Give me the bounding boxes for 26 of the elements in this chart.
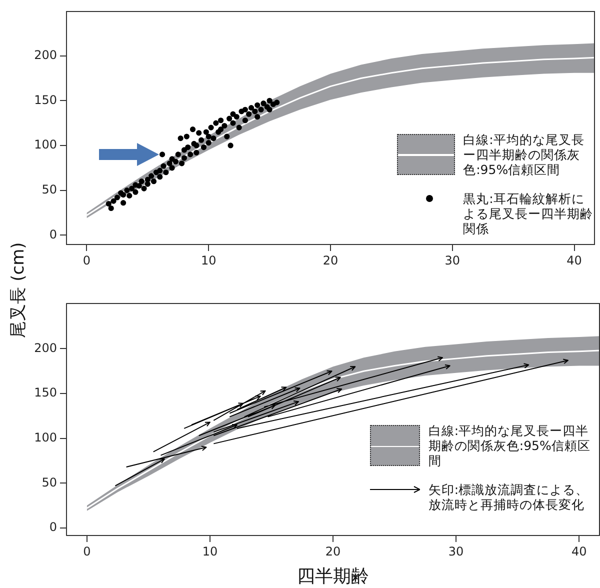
legend-label: 黒丸:耳石輪紋解析による尾叉長ー四半期齢関係 bbox=[463, 190, 594, 236]
x-tick-label: 40 bbox=[566, 253, 582, 268]
legend-label: 矢印:標識放流調査による、放流時と再捕時の体長変化 bbox=[428, 482, 590, 512]
y-tick-label: 50 bbox=[42, 475, 57, 490]
x-tick-label: 10 bbox=[202, 544, 218, 558]
y-tick-label: 200 bbox=[34, 48, 57, 62]
y-tick-label: 150 bbox=[34, 386, 57, 400]
y-tick-label: 0 bbox=[49, 227, 57, 242]
y-tick-label: 0 bbox=[49, 520, 57, 534]
legend-label: 白線:平均的な尾叉長ー四半期齢の関係灰色:95%信頼区間 bbox=[428, 423, 592, 468]
legend-label: 白線:平均的な尾叉長ー四半期齢の関係灰色:95%信頼区間 bbox=[463, 132, 586, 177]
x-tick-label: 40 bbox=[571, 544, 587, 558]
x-tick-label: 0 bbox=[82, 253, 91, 268]
x-tick-label: 30 bbox=[448, 544, 464, 558]
x-tick-label: 30 bbox=[444, 253, 460, 268]
y-axis-title: 尾叉長 (cm) bbox=[8, 242, 30, 338]
y-tick-label: 50 bbox=[42, 182, 57, 196]
y-tick-label: 100 bbox=[34, 430, 57, 444]
x-tick-label: 0 bbox=[83, 544, 91, 558]
y-tick-label: 100 bbox=[34, 138, 57, 152]
y-tick-label: 150 bbox=[34, 92, 57, 107]
x-tick-label: 20 bbox=[325, 544, 341, 558]
x-axis-title: 四半期齢 bbox=[297, 565, 369, 588]
x-tick-label: 20 bbox=[322, 253, 338, 268]
x-tick-label: 10 bbox=[200, 253, 216, 268]
y-tick-label: 200 bbox=[34, 340, 57, 355]
